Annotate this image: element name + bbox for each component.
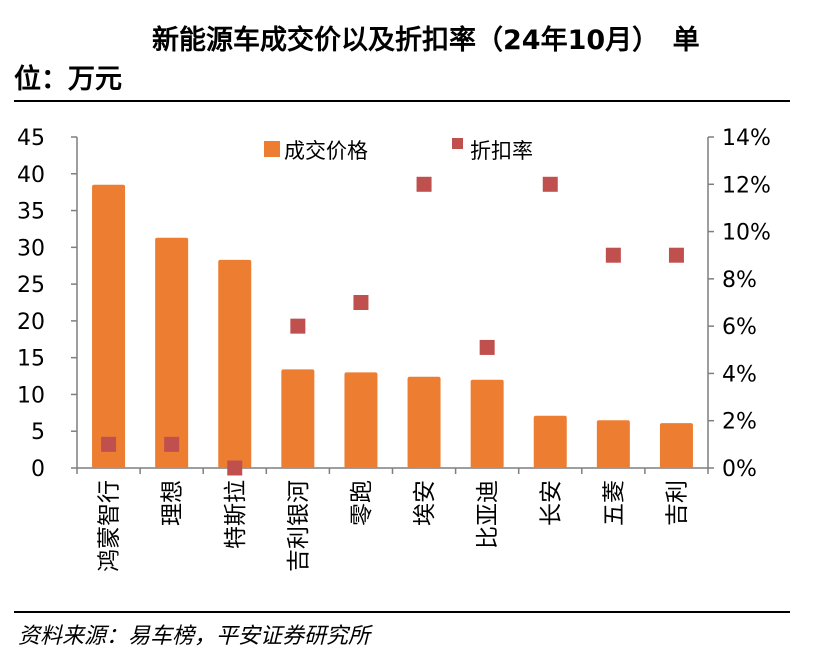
right-tick-label: 6% [722, 315, 757, 340]
source-note: 资料来源：易车榜，平安证券研究所 [18, 624, 371, 649]
category-label: 吉利银河 [286, 480, 312, 572]
category-label: 吉利 [664, 480, 690, 526]
left-tick-label: 35 [17, 200, 45, 225]
discount-marker [164, 436, 180, 452]
discount-marker [668, 247, 684, 263]
price-bar [281, 369, 315, 468]
discount-marker [290, 318, 306, 334]
right-tick-label: 10% [722, 221, 771, 246]
price-bar [533, 415, 567, 468]
legend-bar-swatch [264, 141, 280, 157]
price-bar [344, 372, 378, 468]
left-tick-label: 40 [17, 163, 45, 188]
combo-chart: 0 5 10 15 20 25 30 35 40 45 0% 2% 4% 6% 8% 10% 12% 14% 鸿蒙智… [17, 126, 771, 572]
price-bar [659, 423, 693, 468]
left-tick-label: 30 [17, 236, 45, 261]
discount-marker [542, 176, 558, 192]
top-divider [14, 100, 790, 102]
left-tick-label: 20 [17, 310, 45, 335]
left-tick-label: 15 [17, 347, 45, 372]
category-label: 埃安 [412, 480, 438, 526]
chart-title-line1: 新能源车成交价以及折扣率（24年10月） 单 [152, 25, 700, 56]
left-tick-label: 25 [17, 273, 45, 298]
legend-marker-swatch [452, 138, 463, 149]
discount-marker [227, 460, 243, 476]
category-label: 特斯拉 [223, 480, 249, 549]
bottom-divider [14, 611, 790, 613]
category-label: 鸿蒙智行 [97, 480, 123, 572]
discount-marker [416, 176, 432, 192]
category-label: 零跑 [349, 480, 375, 526]
price-bar [92, 184, 126, 469]
category-label: 比亚迪 [475, 480, 501, 549]
right-tick-label: 8% [722, 268, 757, 293]
category-label: 五菱 [601, 480, 627, 526]
right-tick-label: 0% [722, 457, 757, 482]
right-tick-label: 12% [722, 173, 771, 198]
price-bar [470, 379, 504, 468]
left-tick-label: 5 [31, 420, 45, 445]
price-bar [218, 259, 252, 468]
left-tick-label: 0 [31, 457, 45, 482]
legend-bar-label: 成交价格 [284, 139, 368, 163]
left-tick-label: 10 [17, 383, 45, 408]
discount-marker [353, 295, 369, 310]
price-bar [596, 420, 630, 468]
category-label: 长安 [538, 480, 564, 526]
category-label: 理想 [160, 480, 186, 526]
discount-marker [101, 436, 117, 452]
legend-marker-label: 折扣率 [470, 139, 533, 163]
price-bar [155, 237, 189, 468]
left-tick-label: 45 [17, 126, 45, 151]
right-tick-label: 14% [722, 126, 771, 151]
discount-marker [479, 339, 495, 355]
discount-marker [605, 247, 621, 263]
price-bar [407, 376, 441, 468]
right-tick-label: 2% [722, 410, 757, 435]
chart-title-line2: 位：万元 [14, 64, 122, 95]
right-tick-label: 4% [722, 362, 757, 387]
